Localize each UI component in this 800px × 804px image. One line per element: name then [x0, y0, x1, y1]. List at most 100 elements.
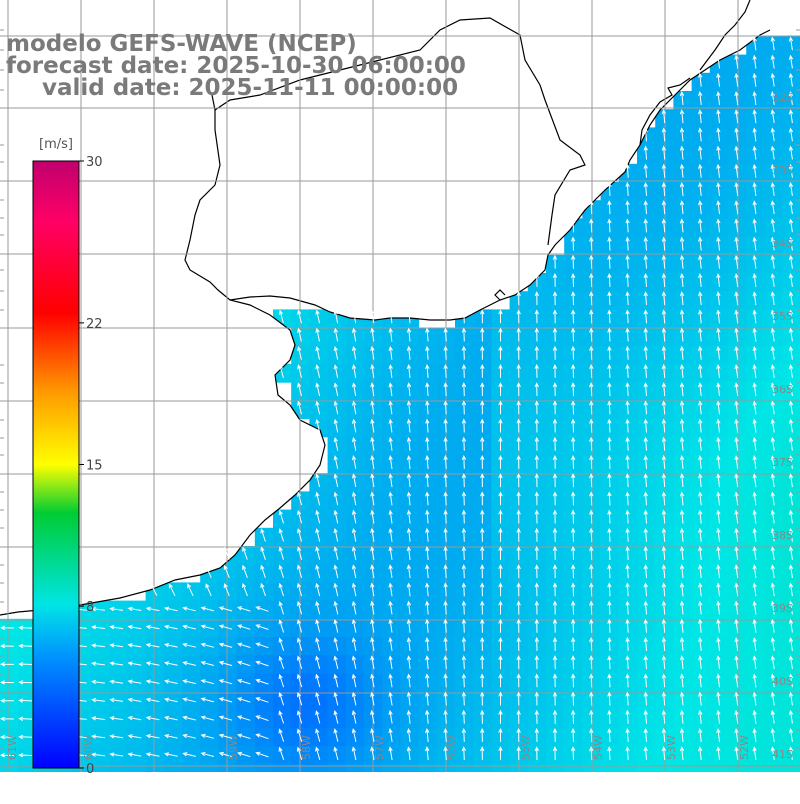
wind-arrow	[752, 728, 757, 742]
field-cell	[764, 764, 784, 772]
wind-arrow	[255, 606, 269, 612]
wind-arrow	[145, 643, 160, 648]
wind-arrow	[260, 564, 266, 578]
wind-arrow	[570, 582, 576, 597]
wind-arrow	[388, 436, 393, 451]
wind-arrow	[716, 637, 721, 651]
wind-arrow	[443, 691, 448, 706]
wind-arrow	[661, 345, 667, 360]
wind-arrow	[406, 455, 412, 469]
wind-arrow	[443, 655, 448, 670]
wind-arrow	[333, 546, 339, 560]
wind-arrow	[770, 273, 776, 287]
wind-arrow	[589, 727, 594, 742]
wind-arrow	[679, 454, 685, 469]
wind-arrow	[770, 418, 776, 433]
wind-arrow	[406, 400, 412, 415]
wind-arrow	[296, 637, 303, 651]
wind-arrow	[752, 582, 757, 597]
wind-arrow	[145, 661, 160, 666]
wind-arrow	[461, 345, 467, 360]
wind-arrow	[163, 734, 178, 739]
wind-arrow	[607, 727, 612, 742]
wind-arrow	[698, 527, 703, 542]
wind-arrow	[716, 145, 721, 160]
wind-arrow	[297, 528, 303, 542]
lat-label: 33S	[772, 164, 793, 177]
wind-arrow	[218, 660, 233, 667]
wind-arrow	[406, 309, 412, 324]
lon-label: 59W	[227, 735, 240, 760]
colorbar-tick-label: 0	[86, 762, 94, 777]
wind-arrow	[443, 746, 448, 761]
wind-arrow	[607, 236, 612, 251]
wind-arrow	[406, 564, 412, 579]
wind-arrow	[163, 624, 178, 630]
wind-arrow	[589, 454, 594, 469]
wind-arrow	[752, 236, 757, 251]
wind-arrow	[461, 454, 467, 469]
wind-arrow	[788, 600, 794, 615]
wind-arrow	[698, 436, 703, 451]
wind-arrow	[552, 400, 558, 415]
wind-arrow	[643, 636, 648, 651]
wind-arrow	[443, 636, 448, 651]
wind-arrow	[698, 454, 703, 469]
wind-arrow	[534, 709, 539, 724]
wind-arrow	[200, 624, 215, 630]
wind-arrow	[716, 709, 721, 724]
wind-arrow	[661, 127, 667, 142]
wind-arrow	[425, 582, 430, 597]
wind-arrow	[679, 636, 685, 651]
wind-arrow	[607, 618, 612, 633]
wind-arrow	[0, 716, 14, 722]
wind-arrow	[752, 91, 757, 105]
wind-arrow	[480, 509, 485, 524]
field-cell	[637, 764, 656, 772]
wind-arrow	[370, 673, 375, 688]
wind-arrow	[480, 655, 485, 670]
wind-arrow	[127, 697, 142, 703]
wind-arrow	[351, 400, 357, 415]
wind-arrow	[296, 600, 303, 615]
wind-arrow	[278, 546, 284, 560]
wind-arrow	[315, 418, 321, 433]
wind-arrow	[18, 625, 33, 630]
wind-arrow	[679, 673, 685, 688]
wind-arrow	[607, 291, 612, 306]
wind-arrow	[333, 455, 339, 469]
wind-arrow	[679, 218, 685, 233]
wind-arrow	[607, 400, 612, 415]
wind-arrow	[752, 145, 757, 160]
wind-arrow	[18, 643, 33, 649]
wind-arrow	[145, 624, 160, 630]
wind-arrow	[698, 709, 703, 724]
wind-arrow	[552, 473, 558, 488]
wind-arrow	[534, 655, 539, 670]
wind-arrow	[516, 545, 521, 560]
wind-arrow	[734, 655, 739, 670]
lat-label: 35S	[772, 310, 793, 323]
wind-arrow	[698, 200, 703, 215]
field-cell	[709, 764, 729, 772]
wind-arrow	[443, 327, 448, 342]
wind-arrow	[406, 546, 412, 560]
wind-arrow	[716, 364, 721, 378]
wind-arrow	[607, 345, 612, 360]
wind-arrow	[752, 473, 757, 488]
wind-arrow	[679, 582, 685, 597]
wind-arrow	[679, 473, 685, 488]
wind-arrow	[589, 291, 594, 306]
river-border	[214, 17, 586, 246]
wind-arrow	[516, 309, 521, 324]
wind-arrow	[698, 673, 703, 688]
wind-arrow	[333, 582, 339, 597]
wind-arrow	[643, 200, 648, 215]
wind-arrow	[370, 327, 375, 342]
field-cell	[618, 764, 638, 772]
wind-arrow	[679, 709, 685, 724]
wind-arrow	[443, 418, 448, 433]
wind-arrow	[716, 200, 721, 215]
wind-arrow	[661, 236, 667, 251]
wind-arrow	[552, 309, 558, 324]
